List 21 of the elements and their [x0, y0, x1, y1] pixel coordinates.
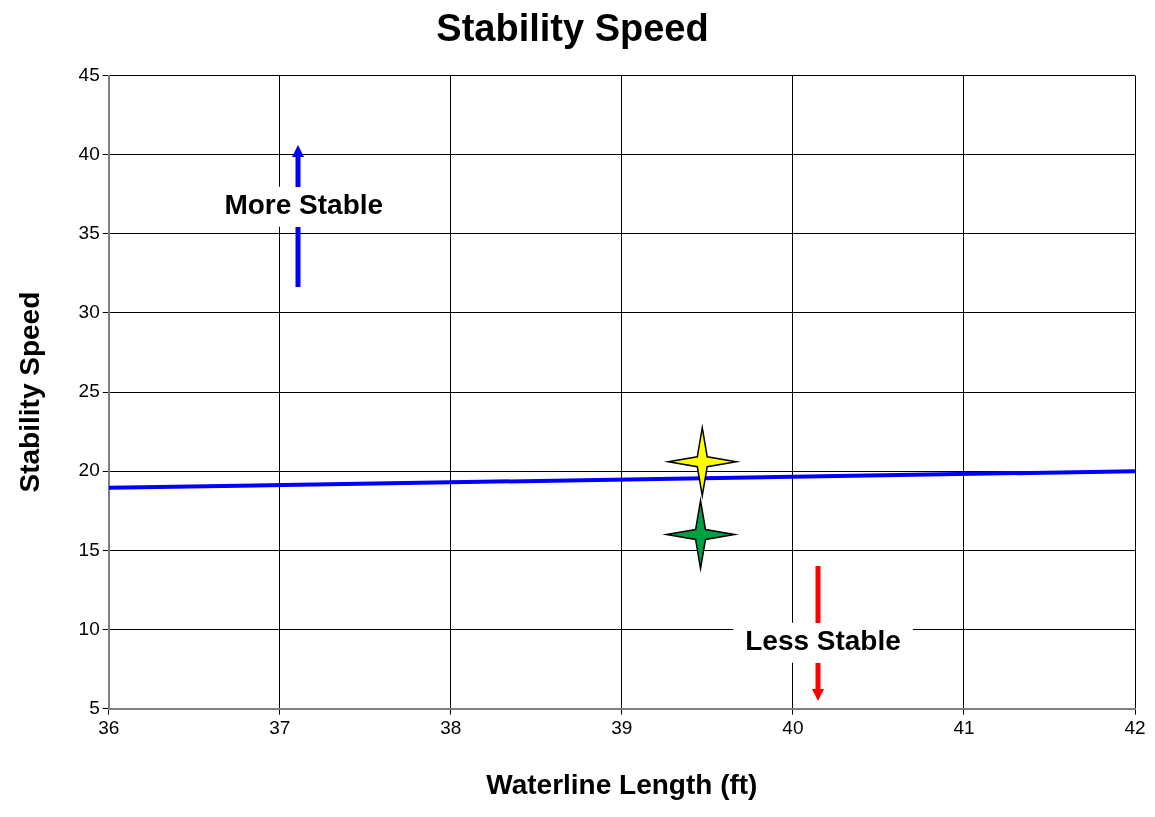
annotation: Less Stable — [745, 625, 901, 657]
y-tick-label: 10 — [78, 617, 100, 639]
x-tick-label: 39 — [611, 717, 633, 739]
x-tick-label: 40 — [782, 717, 804, 739]
x-tick-label: 38 — [440, 717, 462, 739]
y-tick-label: 20 — [78, 459, 100, 481]
y-tick-label: 5 — [89, 696, 100, 718]
x-tick-label: 37 — [269, 717, 291, 739]
x-tick-label: 42 — [1124, 717, 1146, 739]
chart-title: Stability Speed — [436, 7, 709, 50]
y-tick-label: 40 — [78, 142, 100, 164]
y-tick-label: 30 — [78, 301, 100, 323]
y-tick-label: 45 — [78, 63, 100, 85]
annotation: More Stable — [224, 189, 384, 221]
x-tick-label: 36 — [98, 717, 120, 739]
y-tick-label: 35 — [78, 222, 100, 244]
y-tick-label: 15 — [78, 538, 100, 560]
x-axis-title: Waterline Length (ft) — [486, 768, 758, 800]
y-axis-title: Stability Speed — [13, 291, 45, 493]
y-tick-label: 25 — [78, 380, 100, 402]
x-tick-label: 41 — [953, 717, 975, 739]
